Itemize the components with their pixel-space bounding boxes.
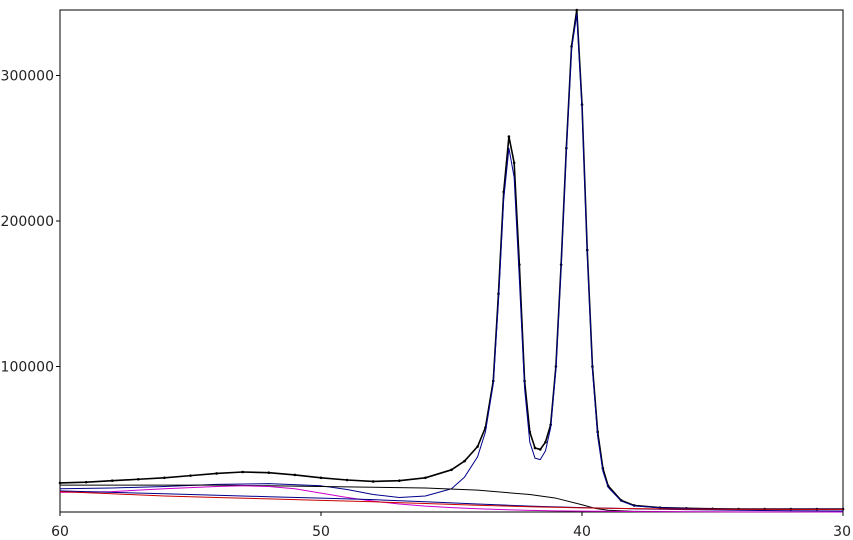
series-0-point	[215, 472, 218, 475]
series-0-point	[463, 459, 466, 463]
series-0-point	[476, 445, 479, 448]
series-0-point	[398, 479, 401, 483]
series-0-point	[371, 480, 375, 483]
series-4-line	[59, 490, 844, 512]
series-0-point	[507, 135, 511, 138]
series-0-point	[544, 440, 547, 444]
x-axis-ticks: 60 50 40 30	[51, 512, 851, 540]
series-0-point	[450, 468, 453, 472]
series-0-point	[345, 478, 349, 482]
series-0-point	[84, 480, 88, 484]
series-0-point	[241, 470, 244, 474]
series-3-line	[59, 485, 844, 513]
x-tick-label: 40	[573, 524, 591, 540]
series-0-point	[533, 446, 537, 450]
x-tick-label: 30	[833, 524, 851, 540]
series-0-point	[575, 8, 579, 12]
series-5-line	[59, 491, 843, 510]
series-1-line	[59, 13, 843, 510]
series-0-point	[137, 477, 140, 481]
series-0-point	[512, 161, 516, 165]
series-0-point	[424, 476, 427, 480]
series-0-point	[58, 481, 62, 485]
plot-area	[59, 9, 844, 513]
series-0-point	[189, 474, 192, 477]
x-tick-label: 60	[51, 524, 69, 540]
series-0-point	[163, 476, 166, 480]
series-0-point	[538, 448, 542, 451]
y-tick-label: 200000	[1, 214, 54, 230]
x-tick-label: 50	[312, 524, 330, 540]
series-0-line	[59, 9, 843, 510]
series-0-point	[110, 479, 114, 483]
series-0-point	[319, 476, 323, 480]
y-tick-label: 300000	[1, 68, 54, 84]
series-layer	[58, 8, 845, 513]
series-0-point	[293, 473, 297, 477]
y-axis-ticks: 100000 200000 300000	[1, 68, 60, 375]
y-tick-label: 100000	[1, 359, 54, 375]
series-0-point	[267, 471, 271, 475]
